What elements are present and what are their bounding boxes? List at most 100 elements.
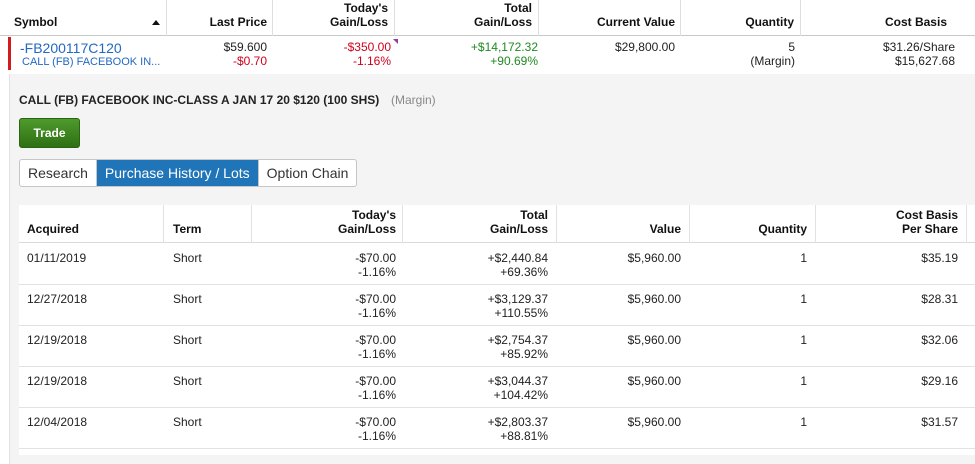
lot-row: 12/04/2018 Short -$70.00 -1.16% +$2,803.…: [19, 408, 975, 449]
sort-ascending-icon[interactable]: [152, 20, 160, 25]
column-divider: [394, 0, 395, 36]
lot-quantity: 1: [800, 251, 807, 265]
lots-table-header: Acquired Term Today's Gain/Loss Total Ga…: [19, 205, 975, 243]
lot-quantity: 1: [800, 415, 807, 429]
lot-cost-basis: $32.06: [921, 333, 958, 347]
cost-basis-per-share: $31.26/Share: [882, 40, 955, 54]
total-gain-loss-pct: +90.69%: [490, 54, 538, 68]
lot-todays-gain-loss-pct: -1.16%: [357, 306, 396, 320]
todays-gain-loss: -$350.00: [343, 40, 391, 54]
lot-total-gain-loss: +$2,440.84: [487, 251, 548, 265]
symbol-link[interactable]: -FB200117C120: [20, 40, 122, 56]
header-total-gain-loss[interactable]: Total Gain/Loss: [473, 1, 532, 29]
lot-todays-gain-loss: -$70.00: [355, 415, 396, 429]
header-todays-gain-loss[interactable]: Today's Gain/Loss: [329, 1, 388, 29]
column-divider: [800, 0, 801, 36]
lots-table: Acquired Term Today's Gain/Loss Total Ga…: [19, 205, 975, 455]
position-detail-panel: CALL (FB) FACEBOOK INC-CLASS A JAN 17 20…: [9, 74, 975, 464]
lot-todays-gain-loss-pct: -1.16%: [357, 388, 396, 402]
lot-row: 12/19/2018 Short -$70.00 -1.16% +$2,754.…: [19, 326, 975, 367]
lots-header-total-gain-loss[interactable]: Total Gain/Loss: [489, 208, 548, 236]
lot-total-gain-loss: +$3,129.37: [487, 292, 548, 306]
lot-acquired: 01/11/2019: [27, 251, 87, 265]
lot-acquired: 12/27/2018: [27, 292, 88, 306]
column-divider: [966, 205, 967, 243]
lot-value: $5,960.00: [627, 374, 681, 388]
column-divider: [272, 0, 273, 36]
detail-tabs: Research Purchase History / Lots Option …: [19, 159, 358, 187]
last-price: $59.600: [223, 40, 267, 54]
cost-basis-total: $15,627.68: [894, 54, 955, 68]
position-row[interactable]: -FB200117C120 CALL (FB) FACEBOOK IN... $…: [0, 36, 975, 72]
lot-cost-basis: $35.19: [921, 251, 958, 265]
lots-header-acquired[interactable]: Acquired: [27, 222, 80, 236]
lot-total-gain-loss: +$2,803.37: [487, 415, 548, 429]
lot-total-gain-loss: +$3,044.37: [487, 374, 548, 388]
column-divider: [166, 0, 167, 36]
quantity: 5: [788, 40, 795, 54]
lot-cost-basis: $29.16: [921, 374, 958, 388]
lot-total-gain-loss-pct: +104.42%: [493, 388, 548, 402]
lot-todays-gain-loss: -$70.00: [355, 251, 396, 265]
quantity-margin-note: (Margin): [750, 54, 795, 68]
lots-header-value[interactable]: Value: [649, 222, 681, 236]
lot-term: Short: [173, 333, 202, 347]
last-price-change: -$0.70: [232, 54, 267, 68]
column-divider: [251, 205, 252, 243]
lot-acquired: 12/04/2018: [27, 415, 88, 429]
corner-flag-icon: [393, 39, 398, 44]
header-last-price[interactable]: Last Price: [209, 15, 267, 29]
column-divider: [689, 205, 690, 243]
positions-header: Symbol Last Price Today's Gain/Loss Tota…: [0, 0, 975, 36]
header-current-value[interactable]: Current Value: [596, 15, 675, 29]
lot-cost-basis: $28.31: [921, 292, 958, 306]
todays-gain-loss-pct: -1.16%: [352, 54, 391, 68]
column-divider: [815, 205, 816, 243]
lot-acquired: 12/19/2018: [27, 374, 88, 388]
lots-header-quantity[interactable]: Quantity: [758, 222, 807, 236]
column-divider: [556, 205, 557, 243]
tab-purchase-history[interactable]: Purchase History / Lots: [96, 160, 259, 186]
lot-term: Short: [173, 251, 202, 265]
lot-acquired: 12/19/2018: [27, 333, 88, 347]
lot-todays-gain-loss-pct: -1.16%: [357, 347, 396, 361]
lot-row: 01/11/2019 Short -$70.00 -1.16% +$2,440.…: [19, 244, 975, 285]
trade-button[interactable]: Trade: [19, 118, 80, 148]
tab-option-chain[interactable]: Option Chain: [266, 165, 349, 181]
lot-total-gain-loss-pct: +88.81%: [500, 429, 548, 443]
lot-todays-gain-loss-pct: -1.16%: [357, 429, 396, 443]
column-divider: [680, 0, 681, 36]
lot-term: Short: [173, 374, 202, 388]
lot-quantity: 1: [800, 333, 807, 347]
current-value: $29,800.00: [614, 40, 675, 54]
column-divider: [402, 205, 403, 243]
lot-quantity: 1: [800, 374, 807, 388]
header-cost-basis[interactable]: Cost Basis: [884, 15, 947, 29]
header-symbol[interactable]: Symbol: [14, 15, 58, 29]
lot-term: Short: [173, 292, 202, 306]
symbol-description-link[interactable]: CALL (FB) FACEBOOK IN...: [22, 56, 161, 68]
lot-value: $5,960.00: [627, 333, 681, 347]
lots-header-term[interactable]: Term: [173, 222, 202, 236]
selected-row-indicator: [8, 37, 11, 70]
total-gain-loss: +$14,172.32: [470, 40, 538, 54]
header-quantity[interactable]: Quantity: [745, 15, 794, 29]
lots-header-cost-basis[interactable]: Cost Basis Per Share: [895, 208, 958, 236]
lots-header-todays-gain-loss[interactable]: Today's Gain/Loss: [337, 208, 396, 236]
detail-title: CALL (FB) FACEBOOK INC-CLASS A JAN 17 20…: [19, 93, 380, 107]
lot-total-gain-loss-pct: +69.36%: [500, 265, 548, 279]
lot-todays-gain-loss: -$70.00: [355, 374, 396, 388]
lot-todays-gain-loss: -$70.00: [355, 333, 396, 347]
tab-research[interactable]: Research: [20, 160, 97, 186]
lot-row: 12/27/2018 Short -$70.00 -1.16% +$3,129.…: [19, 285, 975, 326]
lot-total-gain-loss-pct: +110.55%: [494, 306, 549, 320]
lot-total-gain-loss: +$2,754.37: [487, 333, 548, 347]
account-type-label: (Margin): [391, 93, 436, 107]
lot-row: 12/19/2018 Short -$70.00 -1.16% +$3,044.…: [19, 367, 975, 408]
lot-todays-gain-loss-pct: -1.16%: [357, 265, 396, 279]
lot-value: $5,960.00: [627, 251, 681, 265]
lot-value: $5,960.00: [627, 415, 681, 429]
lot-total-gain-loss-pct: +85.92%: [500, 347, 548, 361]
lot-value: $5,960.00: [627, 292, 681, 306]
lot-quantity: 1: [800, 292, 807, 306]
